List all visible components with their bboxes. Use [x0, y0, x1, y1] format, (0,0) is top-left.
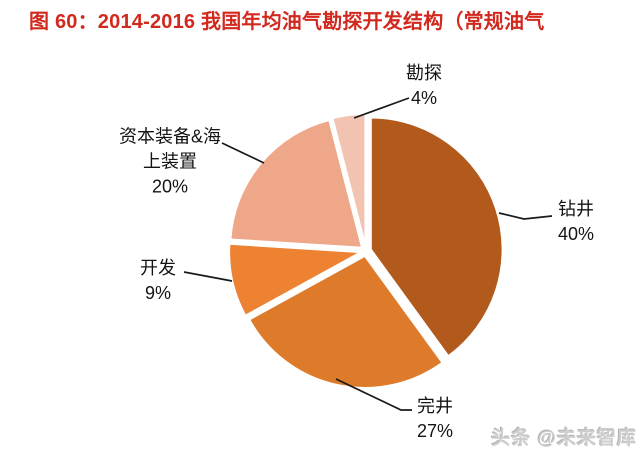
leader-lines: [183, 97, 553, 411]
callout-development-label: 开发: [140, 258, 176, 278]
callout-drilling-value: 40%: [557, 224, 595, 244]
pie-slice-0: [369, 116, 504, 358]
pie-slice-3: [229, 118, 364, 249]
chart-title: 图 60：2014-2016 我国年均油气勘探开发结构（常规油气: [29, 11, 545, 33]
callout-exploration: 勘探 4%: [406, 61, 442, 111]
pie-slices: [228, 112, 504, 389]
callout-exploration-value: 4%: [410, 88, 437, 108]
callout-drilling: 钻井 40%: [558, 197, 594, 247]
callout-development-value: 9%: [144, 283, 171, 303]
leader-line-exploration: [353, 97, 410, 119]
callout-well-completion-value: 27%: [416, 421, 454, 441]
callout-well-completion-label: 完井: [417, 396, 453, 416]
pie-slice-2: [228, 242, 365, 318]
callout-exploration-label: 勘探: [406, 63, 442, 83]
callout-capital-equipment-value: 20%: [151, 176, 189, 197]
pie-slice-1: [247, 254, 444, 389]
leader-line-development: [183, 271, 233, 282]
leader-line-capital-equipment: [221, 142, 265, 164]
watermark-toutiao: 头条 @未来智库: [491, 428, 637, 449]
callout-well-completion: 完井 27%: [417, 394, 453, 444]
leader-line-drilling: [498, 212, 553, 220]
callout-capital-equipment: 资本装备&海上装置 20%: [115, 125, 225, 200]
callout-development: 开发 9%: [140, 256, 176, 306]
leader-line-well-completion: [335, 378, 412, 411]
callout-capital-equipment-label: 资本装备&海上装置: [118, 126, 221, 172]
callout-drilling-label: 钻井: [558, 199, 594, 219]
